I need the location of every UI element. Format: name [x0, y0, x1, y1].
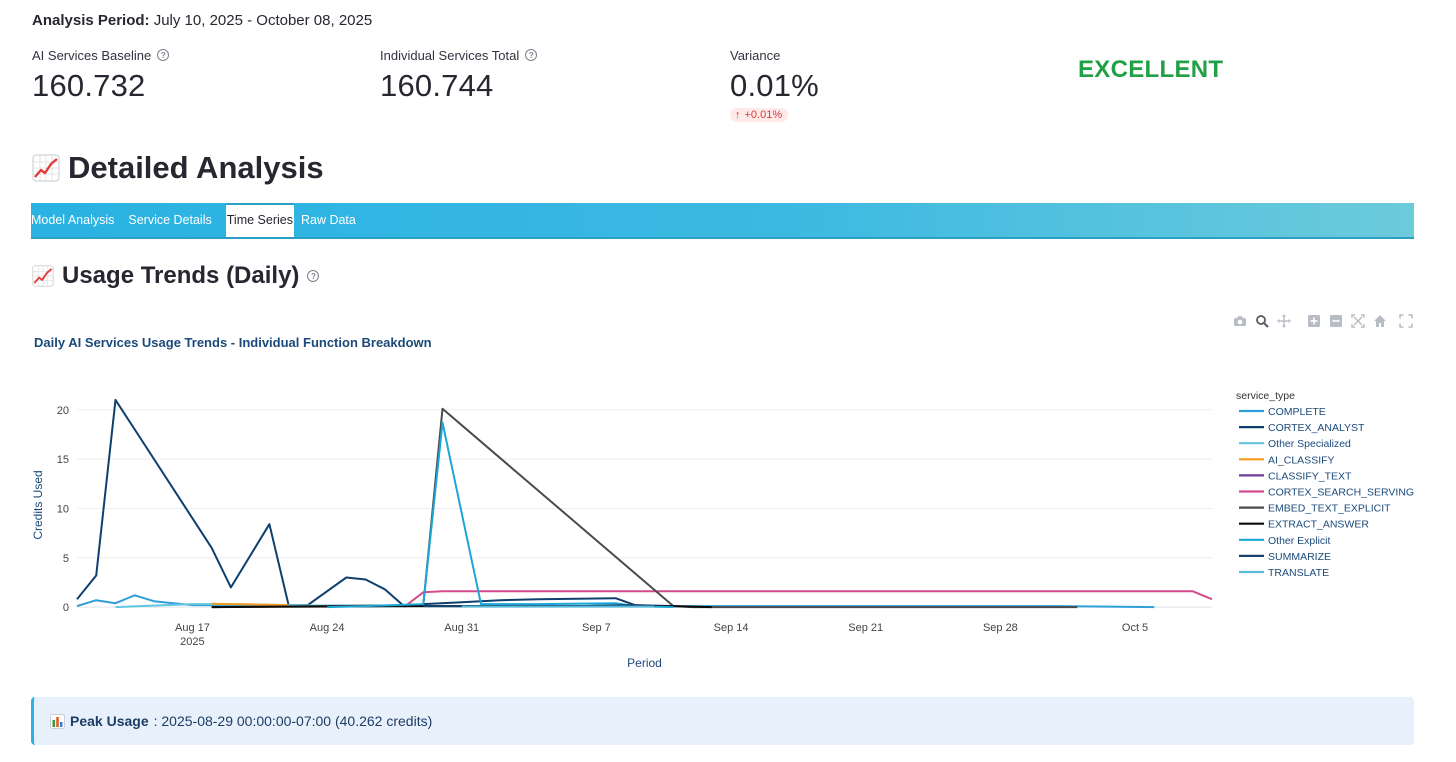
help-icon[interactable]: ?	[157, 49, 170, 61]
legend-item: Other Specialized	[1268, 438, 1351, 450]
metric-value: 160.744	[380, 68, 494, 103]
chart-increasing-icon	[32, 265, 54, 287]
usage-trends-chart: Daily AI Services Usage Trends - Individ…	[0, 325, 1456, 675]
analysis-period-label: Analysis Period:	[32, 12, 150, 29]
reset-home-icon[interactable]	[1372, 313, 1388, 329]
tab-bar: Model Analysis Service Details Time Seri…	[31, 203, 1414, 239]
legend-item: Other Explicit	[1268, 535, 1331, 547]
page-title: Detailed Analysis	[68, 150, 324, 185]
section-heading: Detailed Analysis	[32, 150, 324, 186]
metric-value: 160.732	[32, 68, 146, 103]
peak-usage-value: : 2025-08-29 00:00:00-07:00 (40.262 cred…	[153, 713, 433, 729]
fullscreen-icon[interactable]	[1398, 313, 1414, 329]
x-tick-label: Sep 21	[848, 622, 883, 634]
y-tick-label: 0	[63, 602, 69, 614]
x-tick-label: Aug 31	[444, 622, 479, 634]
legend-item: SUMMARIZE	[1268, 551, 1331, 563]
x-tick-sublabel: 2025	[180, 636, 204, 648]
x-tick-label: Sep 28	[983, 622, 1018, 634]
x-tick-label: Aug 24	[310, 622, 345, 634]
legend-item: CLASSIFY_TEXT	[1268, 470, 1352, 482]
tab-model-analysis[interactable]: Model Analysis	[31, 213, 115, 227]
tab-service-details[interactable]: Service Details	[128, 213, 212, 227]
series-line-ai-classify	[211, 602, 289, 607]
pan-icon[interactable]	[1276, 313, 1292, 329]
legend-item: AI_CLASSIFY	[1268, 454, 1335, 466]
y-tick-label: 5	[63, 553, 69, 565]
metric-label: Variance	[730, 47, 781, 63]
legend-item: EXTRACT_ANSWER	[1268, 519, 1369, 531]
line-chart: Daily AI Services Usage Trends - Individ…	[31, 335, 1414, 670]
series-line-cortex-search-serving	[403, 590, 1213, 608]
y-axis-label: Credits Used	[31, 470, 45, 539]
x-axis-label: Period	[627, 656, 662, 670]
subsection-heading: Usage Trends (Daily) ?	[32, 262, 320, 290]
chart-title: Daily AI Services Usage Trends - Individ…	[34, 335, 432, 350]
legend-item: TRANSLATE	[1268, 567, 1329, 579]
arrow-up-icon: ↑	[735, 109, 741, 121]
analysis-period-value: July 10, 2025 - October 08, 2025	[153, 12, 373, 29]
help-icon[interactable]: ?	[307, 270, 320, 282]
chart-increasing-icon	[32, 154, 60, 182]
legend-item: EMBED_TEXT_EXPLICIT	[1268, 503, 1391, 515]
tab-raw-data[interactable]: Raw Data	[300, 213, 356, 227]
legend-item: CORTEX_SEARCH_SERVING	[1268, 487, 1414, 499]
legend-item: CORTEX_ANALYST	[1268, 422, 1365, 434]
zoom-icon[interactable]	[1254, 313, 1270, 329]
series-line-other-explicit	[327, 421, 674, 609]
chart-modebar	[1232, 313, 1414, 329]
series-line-embed-text-explicit	[211, 407, 1078, 609]
metric-label: AI Services Baseline	[32, 47, 152, 63]
legend-title: service_type	[1236, 390, 1295, 402]
metric-label: Individual Services Total	[380, 47, 520, 63]
metric-variance: Variance 0.01% ↑ +0.01%	[730, 46, 819, 123]
delta-value: +0.01%	[744, 109, 783, 121]
y-tick-label: 10	[57, 503, 69, 515]
bar-chart-icon	[50, 713, 65, 729]
series-line-cortex-analyst	[76, 398, 674, 608]
autoscale-icon[interactable]	[1350, 313, 1366, 329]
analysis-period: Analysis Period: July 10, 2025 - October…	[32, 12, 372, 29]
help-icon[interactable]: ?	[525, 49, 538, 61]
peak-usage-label: Peak Usage	[70, 713, 149, 729]
status-excellent: EXCELLENT	[1078, 56, 1224, 83]
peak-usage-callout: Peak Usage : 2025-08-29 00:00:00-07:00 (…	[31, 697, 1414, 745]
metric-individual-services-total: Individual Services Total ? 160.744	[380, 46, 538, 104]
subsection-title: Usage Trends (Daily)	[62, 262, 300, 289]
tab-time-series[interactable]: Time Series	[225, 203, 294, 237]
y-tick-label: 20	[57, 405, 69, 417]
zoom-out-icon[interactable]	[1328, 313, 1344, 329]
x-tick-label: Aug 17	[175, 622, 210, 634]
variance-delta-badge: ↑ +0.01%	[730, 108, 789, 122]
metric-value: 0.01%	[730, 68, 819, 103]
zoom-in-icon[interactable]	[1306, 313, 1322, 329]
x-tick-label: Sep 14	[714, 622, 749, 634]
x-tick-label: Sep 7	[582, 622, 611, 634]
camera-icon[interactable]	[1232, 313, 1248, 329]
x-tick-label: Oct 5	[1122, 622, 1148, 634]
legend-item: COMPLETE	[1268, 406, 1326, 418]
metric-ai-services-baseline: AI Services Baseline ? 160.732	[32, 46, 170, 104]
y-tick-label: 15	[57, 454, 69, 466]
